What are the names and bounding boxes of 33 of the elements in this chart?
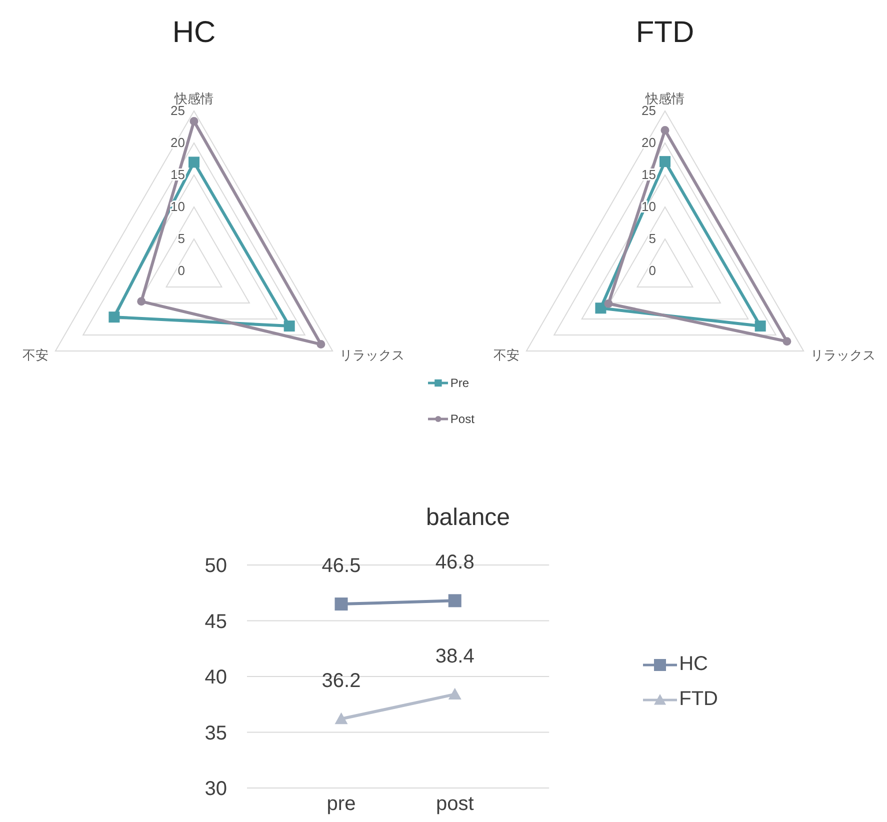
y-tick-label: 0 (178, 263, 185, 278)
y-tick-label: 20 (642, 135, 656, 150)
y-tick-label: 40 (204, 666, 227, 689)
y-tick-label: 45 (204, 610, 227, 633)
chart-title: HC (171, 16, 217, 50)
data-label: 38.4 (435, 645, 474, 668)
spoke-label: 快感情 (644, 91, 684, 106)
x-tick-label: pre (326, 793, 356, 816)
y-tick-label: 5 (648, 231, 656, 246)
y-tick-label: 50 (204, 555, 227, 578)
data-label: 36.2 (322, 670, 361, 692)
legend-label: Pre (450, 376, 470, 390)
y-tick-label: 10 (170, 199, 185, 214)
legend-label: FTD (679, 688, 718, 711)
spoke-label: リラックス (810, 348, 876, 363)
chart-title: balance (424, 504, 512, 532)
spoke-label: 快感情 (174, 91, 214, 106)
spoke-label: 不安 (22, 348, 49, 363)
data-label: 46.8 (435, 552, 474, 574)
y-tick-label: 35 (204, 722, 227, 744)
spoke-label: 不安 (494, 348, 520, 363)
point (334, 598, 348, 611)
y-tick-label: 30 (204, 778, 227, 800)
spoke-label: リラックス (339, 348, 404, 363)
chart-title: FTD (634, 16, 696, 50)
legend-label: HC (679, 653, 708, 676)
data-label: 46.5 (322, 555, 361, 578)
y-tick-label: 0 (648, 263, 656, 278)
x-tick-label: post (436, 793, 474, 816)
y-tick-label: 5 (178, 231, 185, 246)
legend-label: Post (450, 412, 474, 426)
point (448, 594, 462, 608)
y-tick-label: 20 (170, 135, 185, 150)
